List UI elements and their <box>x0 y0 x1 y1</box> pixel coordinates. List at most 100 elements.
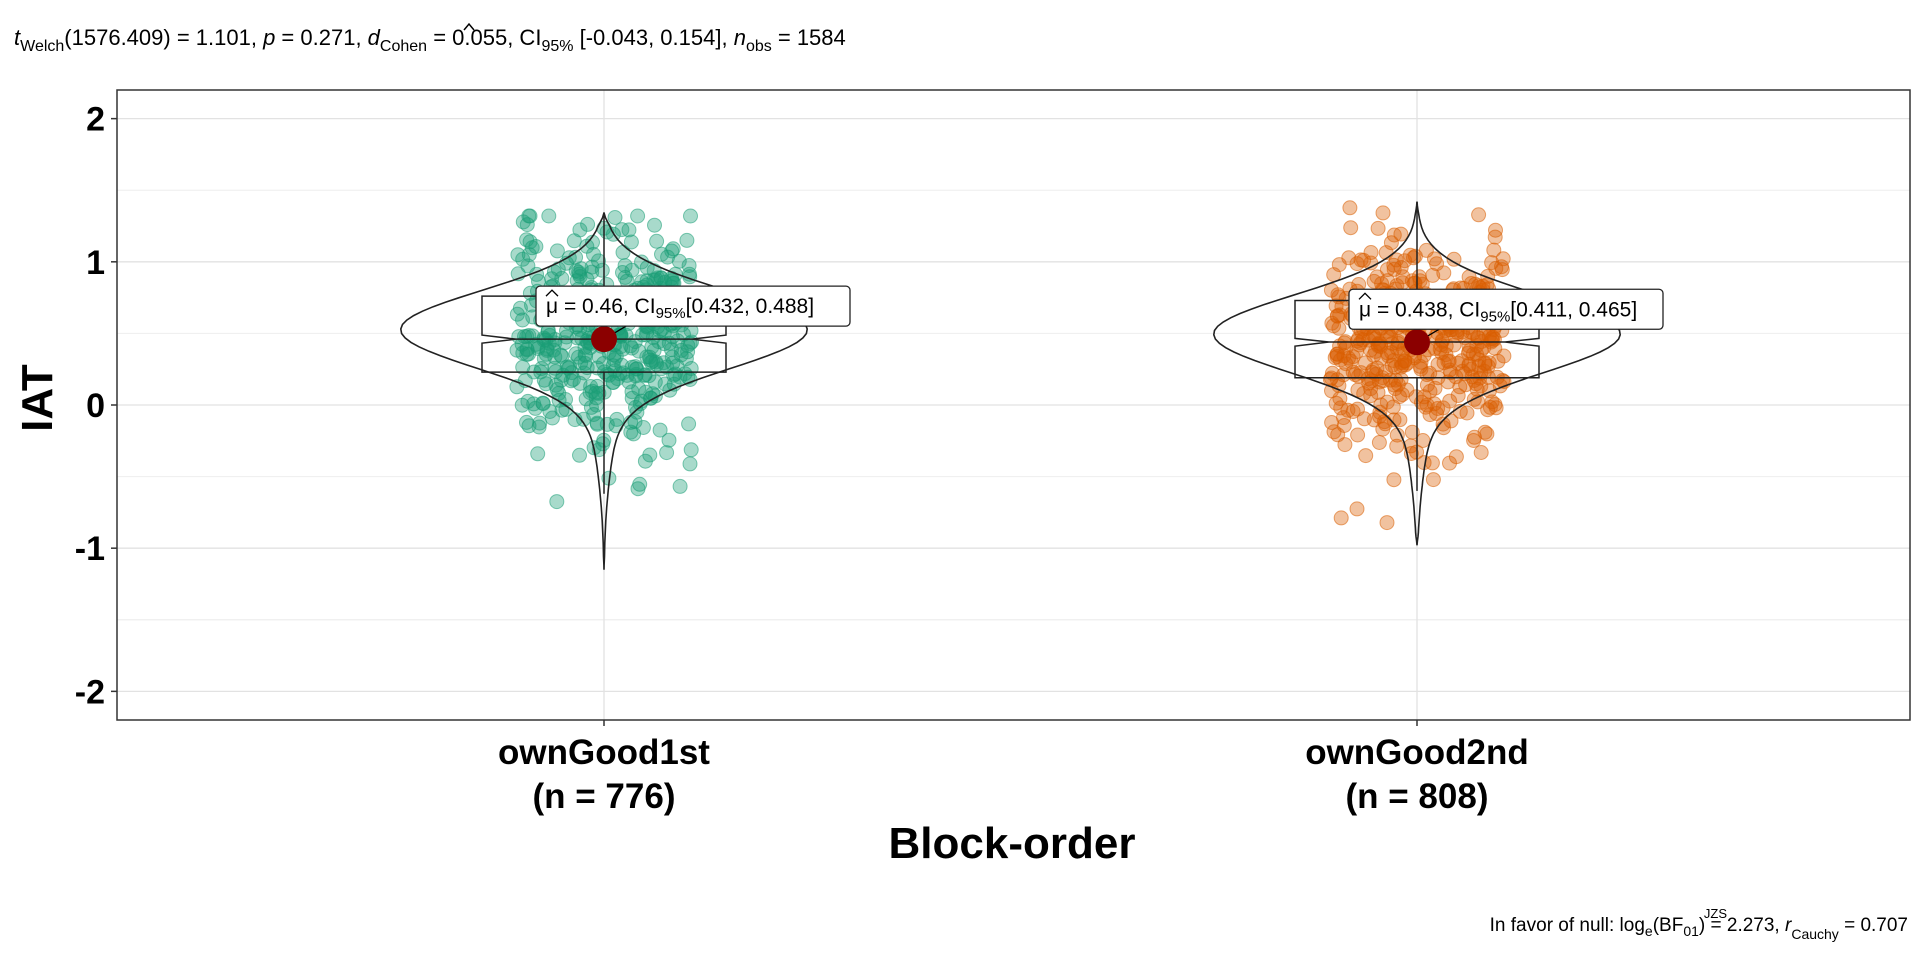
stats-subtitle: tWelch(1576.409) = 1.101, p = 0.271, dCo… <box>14 25 846 55</box>
data-point <box>632 476 648 492</box>
caption-log-sub: e <box>1645 923 1653 939</box>
data-point <box>1480 268 1496 284</box>
data-point <box>642 352 658 368</box>
data-point <box>1380 345 1395 361</box>
data-point <box>1422 407 1438 423</box>
data-point <box>623 234 639 250</box>
y-axis-label: IAT <box>13 364 62 432</box>
data-point <box>1330 287 1346 303</box>
data-point <box>1379 515 1395 531</box>
data-point <box>683 208 698 224</box>
grid-layer <box>117 90 1910 720</box>
mean-ci-sub: 95% <box>656 305 686 322</box>
data-point <box>591 253 606 269</box>
data-point <box>578 348 594 364</box>
data-point <box>1427 251 1442 267</box>
data-point <box>607 210 623 225</box>
data-point <box>649 233 665 249</box>
d-val: = 0.055, CI <box>427 25 541 50</box>
data-point <box>1353 365 1369 381</box>
x-axis: ownGood1st (n = 776) ownGood2nd (n = 808) <box>498 720 1529 816</box>
data-point <box>678 351 694 367</box>
data-point <box>637 367 653 383</box>
n-label: n <box>734 25 746 50</box>
data-point <box>1450 388 1466 403</box>
data-point <box>1448 449 1464 465</box>
data-point <box>681 258 697 273</box>
data-point <box>515 214 531 230</box>
data-point <box>1342 200 1358 216</box>
data-point <box>521 247 537 263</box>
caption-bf: (BF <box>1653 915 1684 936</box>
data-point <box>606 347 622 363</box>
data-point <box>1345 404 1361 419</box>
data-point <box>1349 501 1365 517</box>
data-point <box>558 329 574 345</box>
x-axis-label: Block-order <box>889 819 1136 868</box>
data-point <box>637 453 653 469</box>
data-point <box>1350 401 1365 417</box>
data-point <box>1397 353 1412 369</box>
data-point <box>621 222 637 238</box>
data-point <box>582 385 598 401</box>
data-point <box>1386 472 1402 488</box>
data-point <box>1375 205 1391 221</box>
data-point <box>661 432 677 448</box>
data-point <box>627 414 643 430</box>
mean-hat-mark <box>545 289 559 297</box>
data-point <box>1419 367 1435 383</box>
data-point <box>1392 412 1408 428</box>
data-point <box>536 351 552 367</box>
data-point <box>652 422 668 438</box>
data-point <box>553 372 569 388</box>
bayes-caption: In favor of null: loge(BF01) = 2.273, rC… <box>1490 915 1908 942</box>
data-point <box>627 334 643 350</box>
p-val: = 0.271, <box>275 25 367 50</box>
data-point <box>670 333 686 349</box>
caption-prefix: In favor of null: log <box>1490 915 1645 936</box>
mean-label-box <box>535 285 851 327</box>
data-point <box>1349 344 1364 360</box>
data-point <box>679 232 695 248</box>
data-point <box>521 328 537 343</box>
mean-symbol: μ <box>546 295 564 318</box>
data-point <box>521 208 537 224</box>
data-point <box>609 411 625 427</box>
plot-panel: μ = 0.46, CI95%[0.432, 0.488] μ = 0.438, … <box>116 89 1911 721</box>
data-point <box>1436 265 1452 281</box>
data-point <box>1386 412 1402 428</box>
data-point <box>535 395 551 411</box>
data-point <box>647 217 662 233</box>
mean-ci-range: [0.432, 0.488] <box>686 295 814 318</box>
mean-label-box <box>1348 288 1664 330</box>
data-point <box>583 399 599 415</box>
data-point <box>1390 376 1406 392</box>
data-point <box>667 366 683 382</box>
data-point <box>538 332 554 348</box>
mean-label-text: μ = 0.438, CI95%[0.411, 0.465] <box>1359 298 1637 325</box>
data-point <box>638 384 654 400</box>
n-sub: obs <box>746 38 772 55</box>
data-point <box>659 445 675 461</box>
x-tick-label-group: ownGood1st <box>498 733 710 772</box>
data-point <box>605 374 621 390</box>
data-point <box>1393 226 1409 242</box>
y-tick-label: 2 <box>86 101 105 139</box>
data-point <box>644 339 660 355</box>
data-point <box>656 355 672 371</box>
data-point <box>514 397 530 413</box>
data-point <box>1477 424 1493 440</box>
caption-bf-sub: 01 <box>1683 923 1699 939</box>
data-point <box>530 446 546 462</box>
data-point <box>531 419 547 435</box>
data-point <box>1477 356 1493 372</box>
data-point <box>1366 412 1382 428</box>
data-point <box>1389 427 1405 443</box>
data-point <box>631 343 647 359</box>
x-tick-label-group: ownGood2nd <box>1305 733 1529 772</box>
data-point <box>1484 394 1500 410</box>
mean-layer: μ = 0.46, CI95%[0.432, 0.488] μ = 0.438, … <box>535 285 1664 356</box>
data-point <box>1482 399 1498 415</box>
ci-sub: 95% <box>541 38 573 55</box>
